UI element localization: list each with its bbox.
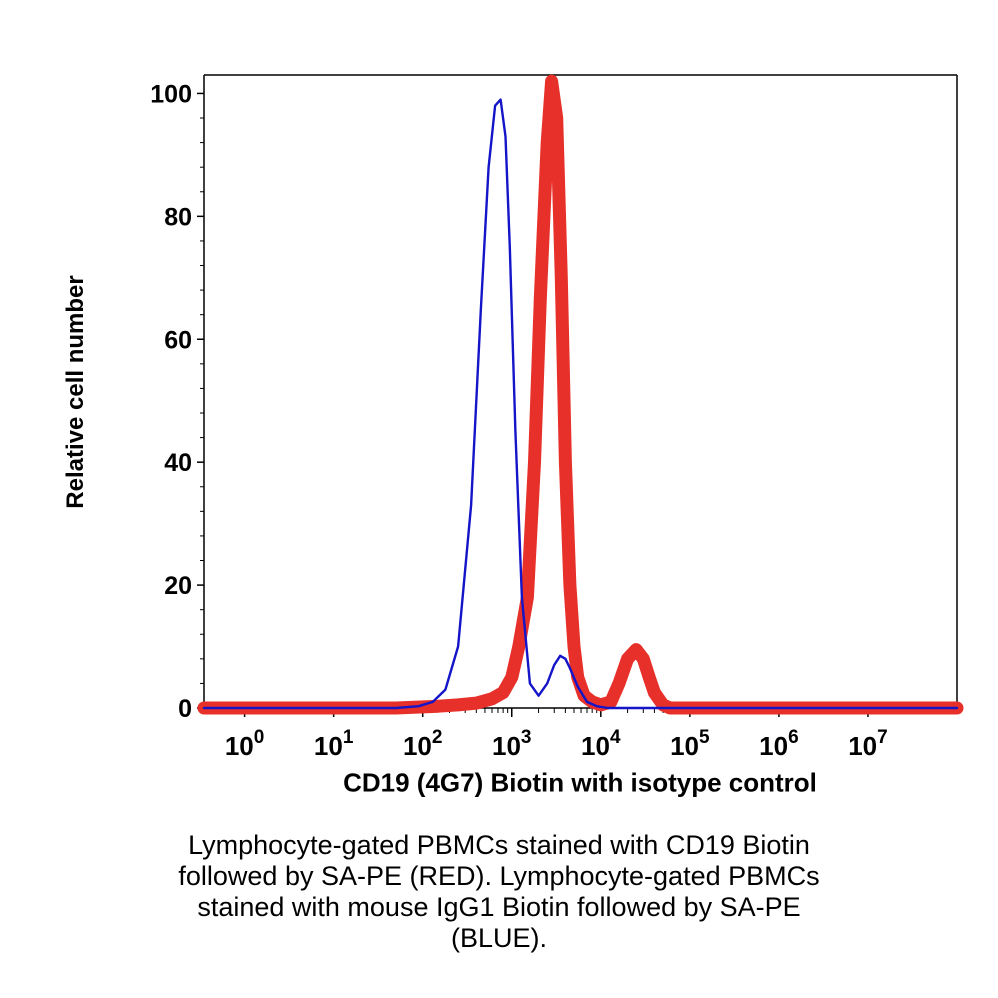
x-tick-label-1: 101 <box>314 727 354 761</box>
x-tick-label-7: 107 <box>848 727 888 761</box>
x-tick-label-0: 100 <box>225 727 265 761</box>
series-red-line <box>197 74 964 715</box>
caption-line-2: followed by SA-PE (RED). Lymphocyte-gate… <box>178 861 820 891</box>
y-tick-label-4: 80 <box>164 203 192 231</box>
x-tick-label-5: 105 <box>670 727 710 761</box>
caption-line-3: stained with mouse IgG1 Biotin followed … <box>197 892 801 922</box>
tick-labels: 0 20 40 60 80 100 100 101 102 103 104 105 106 107 <box>150 80 887 761</box>
x-tick-label-3: 103 <box>492 727 532 761</box>
x-axis-label: CD19 (4G7) Biotin with isotype control <box>343 767 817 798</box>
caption-line-4: (BLUE). <box>450 923 548 953</box>
series-blue-line <box>202 98 959 710</box>
y-tick-label-0: 0 <box>178 695 192 723</box>
x-tick-label-6: 106 <box>759 727 799 761</box>
x-tick-label-2: 102 <box>403 727 443 761</box>
y-tick-label-5: 100 <box>150 80 192 108</box>
y-tick-label-1: 20 <box>164 572 192 600</box>
y-axis-label: Relative cell number <box>62 275 89 509</box>
series-layer <box>197 74 964 715</box>
figure-caption: Lymphocyte-gated PBMCs stained with CD19… <box>40 830 958 954</box>
caption-line-1: Lymphocyte-gated PBMCs stained with CD19… <box>188 830 810 860</box>
y-tick-label-2: 40 <box>164 449 192 477</box>
x-tick-label-4: 104 <box>581 727 621 761</box>
y-tick-label-3: 60 <box>164 326 192 354</box>
